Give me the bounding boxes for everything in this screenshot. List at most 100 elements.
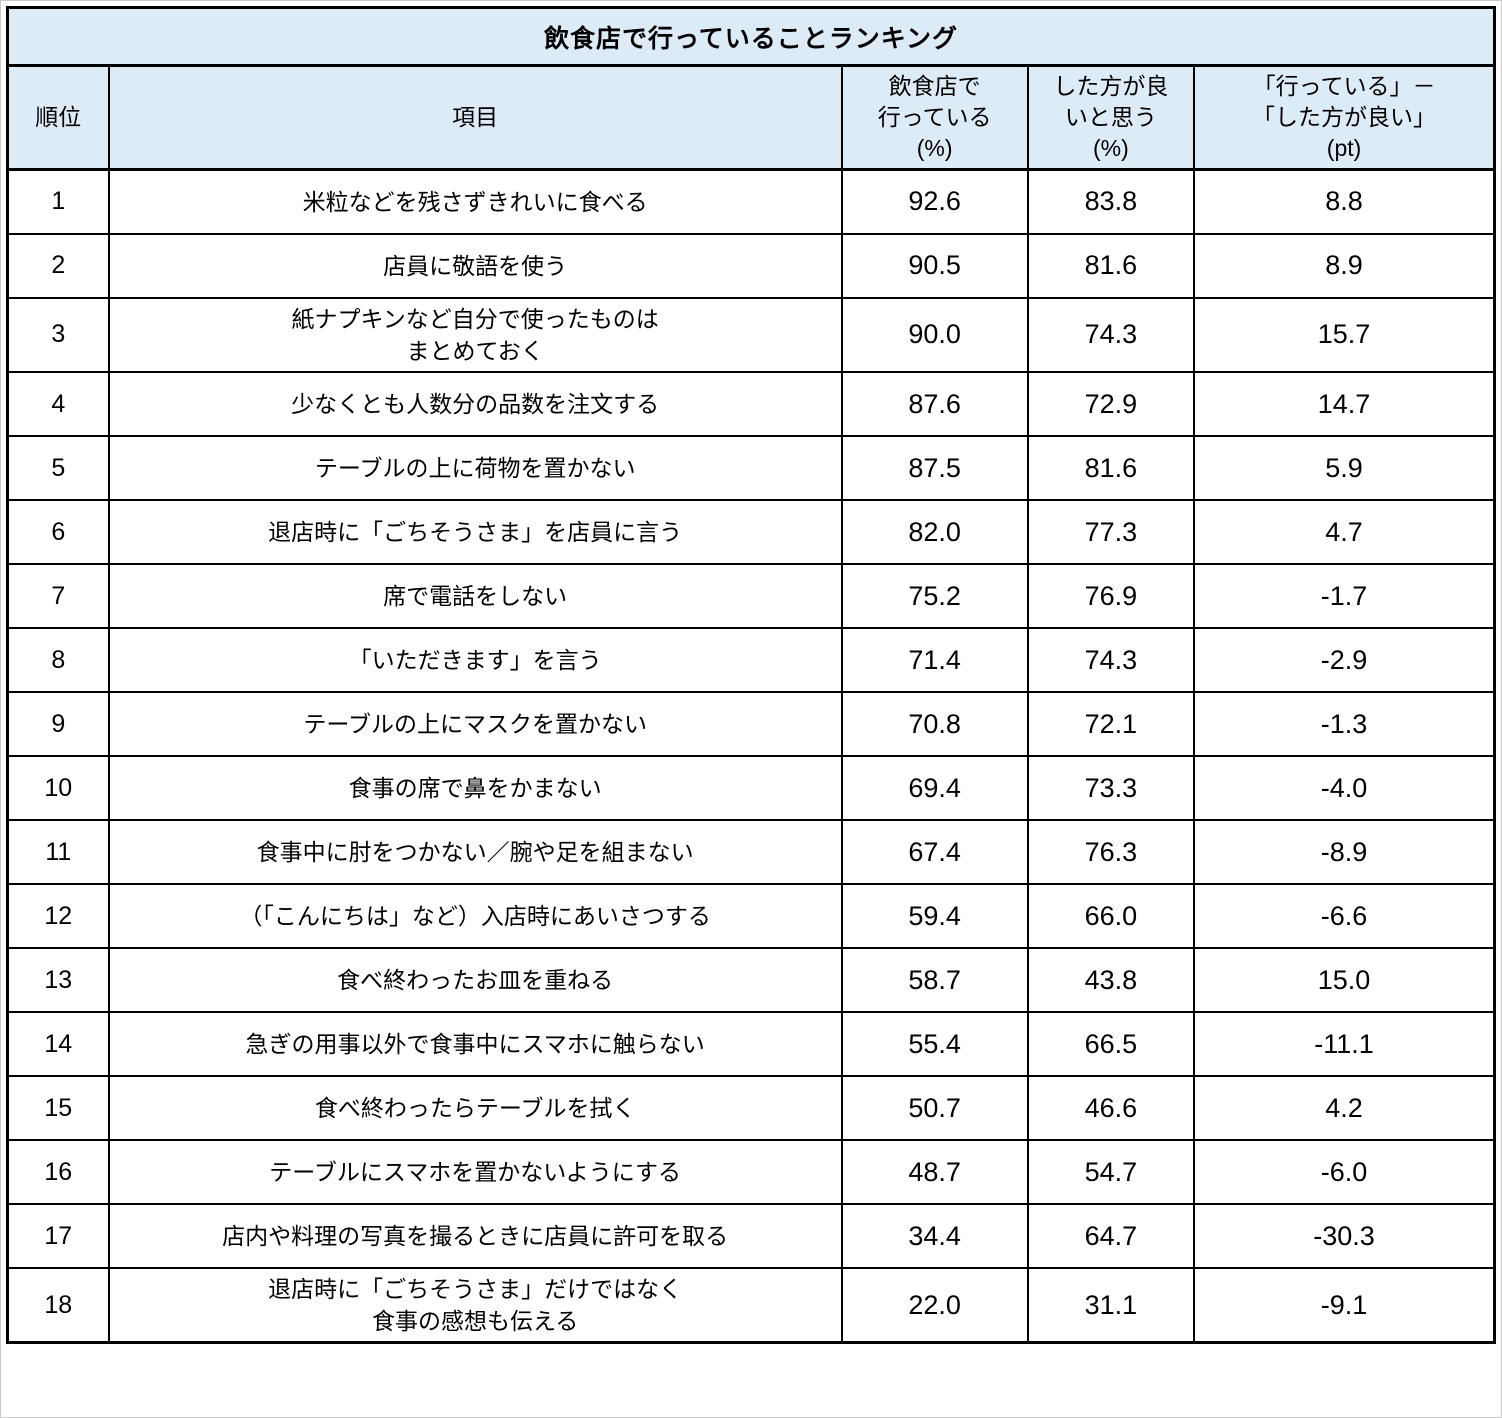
doing-pct-cell: 22.0 (840, 1267, 1029, 1344)
should-pct-cell: 46.6 (1026, 1075, 1196, 1142)
should-pct-cell: 72.9 (1026, 371, 1196, 438)
should-pct-cell: 74.3 (1026, 296, 1196, 374)
diff-pt-cell: 8.8 (1193, 168, 1496, 235)
doing-pct-cell: 90.0 (840, 296, 1029, 374)
diff-pt-cell: 15.0 (1193, 947, 1496, 1014)
table-row-8: 8 「いただきます」を言う 71.4 74.3 -2.9 (6, 627, 1496, 694)
should-pct-cell: 72.1 (1026, 691, 1196, 758)
table-row-11: 11 食事中に肘をつかない／腕や足を組まない 67.4 76.3 -8.9 (6, 819, 1496, 886)
table-row-2: 2 店員に敬語を使う 90.5 81.6 8.9 (6, 232, 1496, 299)
table-row-6: 6 退店時に「ごちそうさま」を店員に言う 82.0 77.3 4.7 (6, 499, 1496, 566)
rank-cell: 3 (6, 296, 110, 374)
item-cell: 急ぎの用事以外で食事中にスマホに触らない (107, 1011, 843, 1078)
rank-cell: 15 (6, 1075, 110, 1142)
item-cell: （「こんにちは」など）入店時にあいさつする (107, 883, 843, 950)
should-pct-cell: 43.8 (1026, 947, 1196, 1014)
title-row: 飲食店で行っていることランキング (6, 6, 1496, 67)
diff-pt-cell: -1.3 (1193, 691, 1496, 758)
item-cell: 店内や料理の写真を撮るときに店員に許可を取る (107, 1203, 843, 1270)
should-pct-cell: 77.3 (1026, 499, 1196, 566)
diff-pt-cell: -2.9 (1193, 627, 1496, 694)
rank-cell: 5 (6, 435, 110, 502)
doing-pct-cell: 92.6 (840, 168, 1029, 235)
rank-cell: 11 (6, 819, 110, 886)
doing-pct-cell: 59.4 (840, 883, 1029, 950)
table-row-5: 5 テーブルの上に荷物を置かない 87.5 81.6 5.9 (6, 435, 1496, 502)
table-row-4: 4 少なくとも人数分の品数を注文する 87.6 72.9 14.7 (6, 371, 1496, 438)
rank-cell: 6 (6, 499, 110, 566)
column-header-diff-pt: 「行っている」－ 「した方が良い」 (pt) (1193, 64, 1496, 172)
doing-pct-cell: 55.4 (840, 1011, 1029, 1078)
doing-pct-cell: 87.5 (840, 435, 1029, 502)
diff-pt-cell: -1.7 (1193, 563, 1496, 630)
item-cell: テーブルの上にマスクを置かない (107, 691, 843, 758)
diff-pt-cell: -6.6 (1193, 883, 1496, 950)
should-pct-cell: 81.6 (1026, 232, 1196, 299)
item-cell: 店員に敬語を使う (107, 232, 843, 299)
item-cell: 食べ終わったらテーブルを拭く (107, 1075, 843, 1142)
rank-cell: 9 (6, 691, 110, 758)
doing-pct-cell: 58.7 (840, 947, 1029, 1014)
doing-pct-cell: 69.4 (840, 755, 1029, 822)
column-header-rank: 順位 (6, 64, 110, 172)
should-pct-cell: 66.5 (1026, 1011, 1196, 1078)
should-pct-cell: 54.7 (1026, 1139, 1196, 1206)
rank-cell: 14 (6, 1011, 110, 1078)
rank-cell: 8 (6, 627, 110, 694)
table-row-3: 3 紙ナプキンなど自分で使ったものは まとめておく 90.0 74.3 15.7 (6, 296, 1496, 374)
diff-pt-cell: -8.9 (1193, 819, 1496, 886)
table-row-7: 7 席で電話をしない 75.2 76.9 -1.7 (6, 563, 1496, 630)
column-header-should-pct: した方が良 いと思う (%) (1026, 64, 1196, 172)
diff-pt-cell: -6.0 (1193, 1139, 1496, 1206)
doing-pct-cell: 90.5 (840, 232, 1029, 299)
table-row-10: 10 食事の席で鼻をかまない 69.4 73.3 -4.0 (6, 755, 1496, 822)
item-cell: 食事中に肘をつかない／腕や足を組まない (107, 819, 843, 886)
doing-pct-cell: 34.4 (840, 1203, 1029, 1270)
column-header-doing-pct: 飲食店で 行っている (%) (840, 64, 1029, 172)
table-row-1: 1 米粒などを残さずきれいに食べる 92.6 83.8 8.8 (6, 168, 1496, 235)
table-row-18: 18 退店時に「ごちそうさま」だけではなく 食事の感想も伝える 22.0 31.… (6, 1267, 1496, 1344)
diff-pt-cell: 5.9 (1193, 435, 1496, 502)
rank-cell: 13 (6, 947, 110, 1014)
doing-pct-cell: 75.2 (840, 563, 1029, 630)
should-pct-cell: 73.3 (1026, 755, 1196, 822)
rank-cell: 10 (6, 755, 110, 822)
should-pct-cell: 31.1 (1026, 1267, 1196, 1344)
table-row-14: 14 急ぎの用事以外で食事中にスマホに触らない 55.4 66.5 -11.1 (6, 1011, 1496, 1078)
item-cell: 席で電話をしない (107, 563, 843, 630)
rank-cell: 12 (6, 883, 110, 950)
table-row-13: 13 食べ終わったお皿を重ねる 58.7 43.8 15.0 (6, 947, 1496, 1014)
header-row: 順位 項目 飲食店で 行っている (%) した方が良 いと思う (%) 「行って… (6, 64, 1496, 172)
doing-pct-cell: 67.4 (840, 819, 1029, 886)
item-cell: 紙ナプキンなど自分で使ったものは まとめておく (107, 296, 843, 374)
should-pct-cell: 66.0 (1026, 883, 1196, 950)
item-cell: 「いただきます」を言う (107, 627, 843, 694)
table-title: 飲食店で行っていることランキング (6, 6, 1496, 67)
item-cell: 退店時に「ごちそうさま」だけではなく 食事の感想も伝える (107, 1267, 843, 1344)
rank-cell: 18 (6, 1267, 110, 1344)
table-row-17: 17 店内や料理の写真を撮るときに店員に許可を取る 34.4 64.7 -30.… (6, 1203, 1496, 1270)
column-header-item: 項目 (107, 64, 843, 172)
diff-pt-cell: -9.1 (1193, 1267, 1496, 1344)
item-cell: 退店時に「ごちそうさま」を店員に言う (107, 499, 843, 566)
doing-pct-cell: 48.7 (840, 1139, 1029, 1206)
should-pct-cell: 64.7 (1026, 1203, 1196, 1270)
table-row-12: 12 （「こんにちは」など）入店時にあいさつする 59.4 66.0 -6.6 (6, 883, 1496, 950)
doing-pct-cell: 50.7 (840, 1075, 1029, 1142)
should-pct-cell: 76.9 (1026, 563, 1196, 630)
item-cell: 米粒などを残さずきれいに食べる (107, 168, 843, 235)
diff-pt-cell: 15.7 (1193, 296, 1496, 374)
item-cell: 少なくとも人数分の品数を注文する (107, 371, 843, 438)
rank-cell: 17 (6, 1203, 110, 1270)
should-pct-cell: 83.8 (1026, 168, 1196, 235)
table-row-15: 15 食べ終わったらテーブルを拭く 50.7 46.6 4.2 (6, 1075, 1496, 1142)
item-cell: 食べ終わったお皿を重ねる (107, 947, 843, 1014)
rank-cell: 7 (6, 563, 110, 630)
doing-pct-cell: 87.6 (840, 371, 1029, 438)
rank-cell: 1 (6, 168, 110, 235)
table-row-16: 16 テーブルにスマホを置かないようにする 48.7 54.7 -6.0 (6, 1139, 1496, 1206)
doing-pct-cell: 82.0 (840, 499, 1029, 566)
diff-pt-cell: 4.7 (1193, 499, 1496, 566)
rank-cell: 2 (6, 232, 110, 299)
